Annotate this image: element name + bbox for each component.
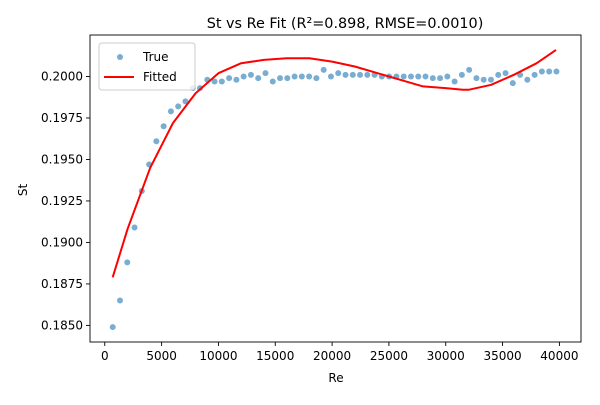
- scatter-point: [487, 76, 494, 83]
- scatter-point: [131, 224, 138, 231]
- y-tick-label: 0.1900: [41, 235, 83, 249]
- scatter-point: [175, 103, 182, 110]
- scatter-point: [160, 123, 167, 130]
- scatter-point: [451, 78, 458, 85]
- x-tick-label: 5000: [146, 349, 177, 363]
- axes-frame: [89, 34, 582, 343]
- scatter-point: [538, 68, 545, 75]
- scatter-point: [182, 98, 189, 105]
- scatter-point: [437, 75, 444, 82]
- scatter-point: [546, 68, 553, 75]
- scatter-point: [298, 73, 305, 80]
- scatter-point: [320, 66, 327, 73]
- scatter-point: [109, 324, 116, 331]
- legend-true-label: True: [142, 50, 169, 64]
- x-tick-label: 40000: [540, 349, 578, 363]
- scatter-point: [240, 73, 247, 80]
- x-tick-label: 30000: [427, 349, 465, 363]
- scatter-point: [422, 73, 429, 80]
- scatter-point: [117, 297, 124, 304]
- scatter-point: [407, 73, 414, 80]
- y-tick-label: 0.1925: [41, 194, 83, 208]
- scatter-point: [342, 71, 349, 78]
- scatter-point: [247, 71, 254, 78]
- scatter-point: [444, 73, 451, 80]
- scatter-point: [255, 75, 262, 82]
- scatter-point: [349, 71, 356, 78]
- scatter-point: [153, 138, 160, 145]
- plot-area: [109, 49, 560, 331]
- x-tick-label: 15000: [256, 349, 294, 363]
- legend-fitted-label: Fitted: [143, 70, 177, 84]
- y-tick-label: 0.1875: [41, 277, 83, 291]
- scatter-point: [524, 76, 531, 83]
- scatter-point: [327, 73, 334, 80]
- scatter-point: [124, 259, 131, 266]
- scatter-point: [211, 78, 218, 85]
- scatter-point: [167, 108, 174, 115]
- scatter-point: [429, 75, 436, 82]
- y-tick-label: 0.1975: [41, 111, 83, 125]
- y-tick-label: 0.2000: [41, 69, 83, 83]
- x-tick-label: 0: [101, 349, 109, 363]
- scatter-point: [458, 71, 465, 78]
- x-axis-ticks: 0 5000 10000 15000 20000 25000 30000 35000 40000: [101, 342, 578, 363]
- y-axis-ticks: 0.1850 0.1875 0.1900 0.1925 0.1950 0.1975 0.20…: [41, 69, 90, 332]
- scatter-point: [357, 71, 364, 78]
- scatter-point: [531, 71, 538, 78]
- scatter-point: [313, 75, 320, 82]
- y-axis-label: St: [16, 184, 30, 197]
- scatter-point: [284, 75, 291, 82]
- scatter-point: [269, 78, 276, 85]
- scatter-point: [306, 73, 313, 80]
- fitted-line-layer: [111, 49, 557, 278]
- x-tick-label: 10000: [199, 349, 237, 363]
- legend-true-marker: [117, 54, 123, 60]
- y-tick-label: 0.1950: [41, 152, 83, 166]
- scatter-point: [262, 70, 269, 77]
- scatter-point: [415, 73, 422, 80]
- x-axis-label: Re: [328, 371, 343, 385]
- scatter-point: [218, 78, 225, 85]
- x-tick-label: 25000: [370, 349, 408, 363]
- scatter-point: [400, 73, 407, 80]
- scatter-point: [291, 73, 298, 80]
- scatter-point: [226, 75, 233, 82]
- scatter-point: [509, 80, 516, 87]
- scatter-point: [277, 75, 284, 82]
- x-tick-label: 35000: [483, 349, 521, 363]
- scatter-point: [553, 68, 560, 75]
- scatter-point: [480, 76, 487, 83]
- legend-box: [98, 42, 196, 91]
- scatter-point: [364, 71, 371, 78]
- y-tick-label: 0.1850: [41, 318, 83, 332]
- legend: True Fitted: [98, 42, 196, 91]
- scatter-point: [495, 71, 502, 78]
- scatter-point: [466, 66, 473, 73]
- scatter-point: [335, 70, 342, 77]
- scatter-points: [109, 66, 560, 331]
- scatter-point: [473, 75, 480, 82]
- scatter-point: [233, 76, 240, 83]
- scatter-point: [502, 70, 509, 77]
- x-tick-label: 20000: [313, 349, 351, 363]
- fitted-curve: [111, 49, 557, 278]
- chart-title: St vs Re Fit (R²=0.898, RMSE=0.0010): [207, 16, 484, 32]
